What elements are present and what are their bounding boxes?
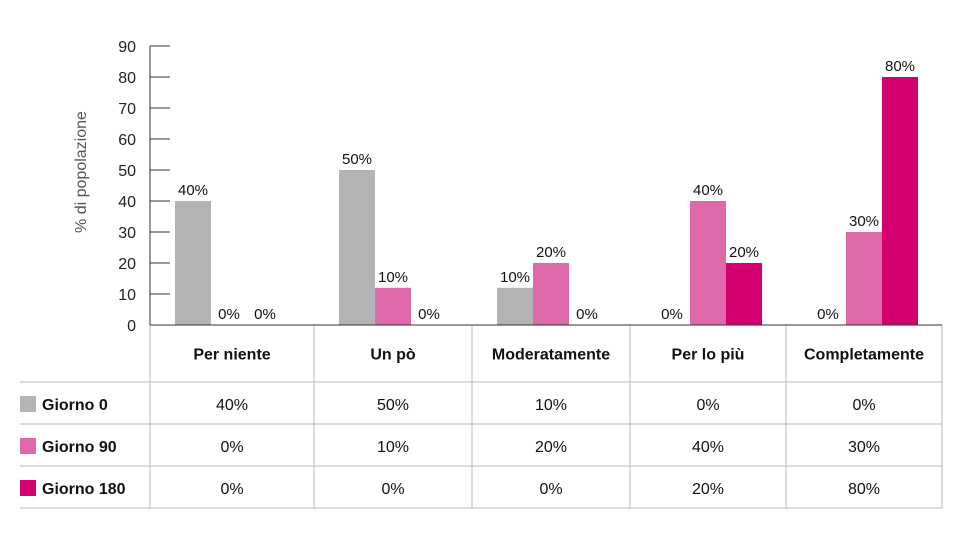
y-tick-label: 50 [118, 163, 136, 180]
bar [375, 287, 411, 325]
bars [175, 77, 918, 325]
y-tick-label: 90 [118, 39, 136, 56]
y-tick-label: 70 [118, 101, 136, 118]
table-cell-value: 0% [381, 481, 404, 498]
table-cell-value: 20% [535, 439, 567, 456]
category-label: Per lo più [672, 347, 745, 364]
bar [726, 263, 762, 325]
table-cell-value: 20% [692, 481, 724, 498]
data-label: 0% [576, 306, 598, 323]
y-tick-label: 10 [118, 287, 136, 304]
table-cell-value: 0% [220, 481, 243, 498]
data-label: 40% [178, 182, 208, 199]
bar [175, 201, 211, 325]
table-cell-value: 10% [535, 397, 567, 414]
table-cell-value: 40% [692, 439, 724, 456]
y-tick-label: 0 [127, 318, 136, 335]
legend-swatch [20, 396, 36, 412]
bar [339, 170, 375, 325]
data-label: 20% [536, 244, 566, 261]
y-tick-label: 60 [118, 132, 136, 149]
data-label: 80% [885, 58, 915, 75]
y-tick-label: 80 [118, 70, 136, 87]
category-label: Moderatamente [492, 347, 610, 364]
bar [533, 263, 569, 325]
table-cell-value: 30% [848, 439, 880, 456]
y-tick-label: 20 [118, 256, 136, 273]
data-label: 30% [849, 213, 879, 230]
y-tick-label: 30 [118, 225, 136, 242]
table-cell-value: 0% [220, 439, 243, 456]
data-label: 0% [661, 306, 683, 323]
table-cell-value: 50% [377, 397, 409, 414]
bar [497, 287, 533, 325]
legend-swatch [20, 480, 36, 496]
data-label: 0% [418, 306, 440, 323]
legend-label: Giorno 180 [42, 481, 126, 498]
bar [846, 232, 882, 325]
data-label: 10% [378, 269, 408, 286]
y-tick-label: 40 [118, 194, 136, 211]
table-cell-value: 10% [377, 439, 409, 456]
table-cell-value: 80% [848, 481, 880, 498]
table-cell-value: 0% [852, 397, 875, 414]
data-label: 50% [342, 151, 372, 168]
table-cell-value: 0% [696, 397, 719, 414]
data-table: Per niente Un pò Moderatamente Per lo più Co… [20, 324, 943, 509]
data-label: 0% [817, 306, 839, 323]
bar [882, 77, 918, 325]
data-label: 0% [218, 306, 240, 323]
y-axis-label: % di popolazione [73, 111, 90, 233]
data-label: 40% [693, 182, 723, 199]
table-cell-value: 40% [216, 397, 248, 414]
data-label: 20% [729, 244, 759, 261]
data-label: 10% [500, 269, 530, 286]
data-labels: 40% 0% 0% 50% 10% 0% 10% 20% 0% 0% 40% 20% 0% 30% 80% [178, 58, 915, 323]
category-label: Un pò [370, 347, 416, 364]
legend-swatch [20, 438, 36, 454]
legend-label: Giorno 0 [42, 397, 108, 414]
category-label: Per niente [193, 347, 270, 364]
bar [690, 201, 726, 325]
category-label: Completamente [804, 347, 924, 364]
y-axis: 0 10 20 30 40 50 60 70 80 90 [118, 39, 170, 335]
table-cell-value: 0% [539, 481, 562, 498]
data-label: 0% [254, 306, 276, 323]
legend-label: Giorno 90 [42, 439, 117, 456]
